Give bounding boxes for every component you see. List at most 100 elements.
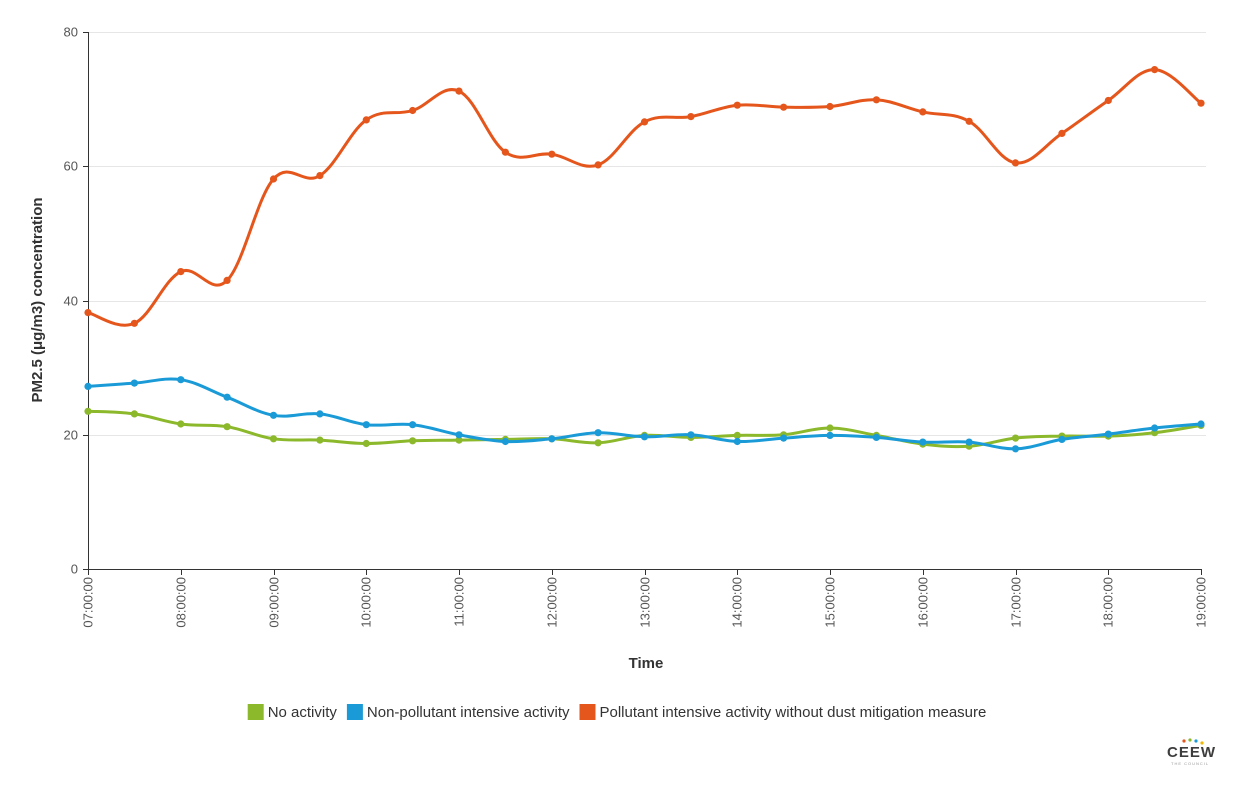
data-point[interactable] [84,309,92,317]
data-point[interactable] [409,421,417,429]
data-point[interactable] [177,420,185,428]
data-point[interactable] [548,435,556,443]
data-point[interactable] [223,276,231,284]
legend-item-3[interactable]: Pollutant intensive activity without dus… [579,704,987,721]
data-point[interactable] [269,175,278,183]
logo-dot [1194,739,1198,743]
y-tick-label: 20 [64,428,78,443]
data-point[interactable] [548,150,556,158]
data-point[interactable] [177,376,185,384]
data-point[interactable] [919,108,927,116]
y-tick-label: 80 [64,25,78,40]
data-point[interactable] [409,437,417,445]
data-point[interactable] [872,96,881,104]
x-tick-label: 10:00:00 [359,577,374,628]
data-point[interactable] [965,117,973,125]
data-point[interactable] [826,431,834,439]
data-point[interactable] [733,101,741,109]
x-tick-label: 12:00:00 [545,577,560,628]
y-axis-title: PM2.5 (μg/m3) concentration [29,197,46,402]
x-tick-label: 09:00:00 [267,577,282,628]
data-point[interactable] [455,431,463,439]
data-point[interactable] [223,393,231,401]
x-tick-label: 11:00:00 [452,577,467,627]
data-point[interactable] [316,436,324,444]
legend-item-2[interactable]: Non-pollutant intensive activity [346,704,570,721]
x-tick-label: 16:00:00 [916,577,931,628]
data-point[interactable] [1104,96,1112,105]
gridlines [88,32,1206,436]
data-point[interactable] [362,421,370,429]
series-lines [84,66,1205,453]
series-1 [84,407,1205,450]
data-point[interactable] [1151,424,1159,432]
data-point[interactable] [84,407,92,415]
data-point[interactable] [455,87,463,95]
data-point[interactable] [919,438,927,446]
legend-label: Pollutant intensive activity without dus… [600,704,987,721]
x-tick-label: 08:00:00 [174,577,189,628]
data-point[interactable] [130,379,138,387]
data-point[interactable] [965,438,973,446]
data-point[interactable] [872,433,881,441]
y-tick-label: 40 [64,294,78,309]
data-point[interactable] [1011,445,1020,453]
data-point[interactable] [594,161,602,169]
data-point[interactable] [780,434,788,442]
data-point[interactable] [826,102,834,111]
data-point[interactable] [223,423,231,431]
data-point[interactable] [640,433,649,441]
data-point[interactable] [501,148,509,156]
logo-dot [1188,738,1192,742]
x-tick-label: 07:00:00 [81,577,96,628]
series-line [86,409,1203,449]
logo-dot [1182,739,1186,743]
data-point[interactable] [362,116,370,124]
x-axis-ticks: 07:00:00 08:00:00 09:00:00 10:00:00 11:00:00… [81,569,1209,628]
data-point[interactable] [269,411,278,419]
x-tick-label: 13:00:00 [638,577,653,628]
data-point[interactable] [130,319,138,327]
x-tick-label: 14:00:00 [730,577,745,628]
data-point[interactable] [1151,66,1159,74]
data-point[interactable] [1197,420,1205,428]
logo-text: CEEW [1167,744,1216,761]
legend[interactable]: No activity Non-pollutant intensive activ… [247,704,987,721]
data-point[interactable] [733,431,741,439]
x-tick-label: 15:00:00 [823,577,838,628]
y-tick-label: 0 [71,562,78,577]
data-point[interactable] [826,424,834,432]
data-point[interactable] [501,437,509,446]
data-point[interactable] [733,437,741,446]
data-point[interactable] [594,429,602,437]
data-point[interactable] [1197,99,1205,107]
legend-item-1[interactable]: No activity [247,704,338,721]
data-point[interactable] [177,268,185,276]
data-point[interactable] [640,118,649,126]
legend-label: No activity [268,704,338,721]
data-point[interactable] [316,172,324,180]
data-point[interactable] [1011,434,1020,442]
data-point[interactable] [594,439,602,447]
data-point[interactable] [1058,435,1066,443]
data-point[interactable] [455,436,463,444]
y-tick-label: 60 [64,159,78,174]
axes [88,32,1202,570]
logo-subtext: THE COUNCIL [1171,761,1209,766]
data-point[interactable] [316,410,324,418]
data-point[interactable] [130,410,138,418]
data-point[interactable] [780,103,788,111]
data-point[interactable] [687,431,695,439]
data-point[interactable] [1058,129,1066,137]
data-point[interactable] [84,382,92,390]
data-point[interactable] [269,435,278,443]
x-tick-label: 17:00:00 [1009,577,1024,628]
data-point[interactable] [1011,159,1020,167]
data-point[interactable] [409,106,417,115]
data-point[interactable] [1104,430,1112,438]
data-point[interactable] [687,113,695,121]
data-point[interactable] [362,439,370,448]
logo-dot [1200,741,1204,745]
